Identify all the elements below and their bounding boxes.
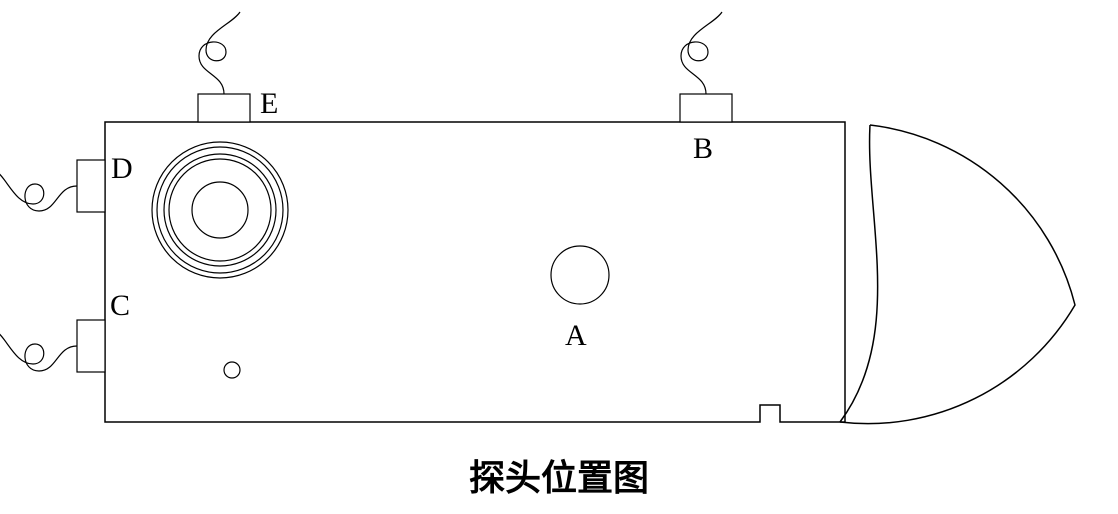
diagram-title: 探头位置图 <box>469 457 649 498</box>
ring-3 <box>169 159 271 261</box>
label-a: A <box>565 319 587 352</box>
label-e: E <box>260 87 278 120</box>
small-hole <box>224 362 240 378</box>
wire-c <box>0 330 77 371</box>
wire-e <box>199 12 240 94</box>
label-b: B <box>693 132 713 165</box>
ring-0 <box>152 142 288 278</box>
wire-d <box>0 170 77 211</box>
ring-2 <box>164 154 276 266</box>
label-c: C <box>110 289 130 322</box>
sensor-b <box>680 94 732 122</box>
sensor-c <box>77 320 105 372</box>
body-outline <box>105 122 845 422</box>
diagram-root: A B C D E 探头位置图 <box>0 12 1075 498</box>
fan-outer-arc <box>840 125 1075 424</box>
sensor-d <box>77 160 105 212</box>
ring-1 <box>157 147 283 273</box>
label-d: D <box>111 152 133 185</box>
sensor-e <box>198 94 250 122</box>
circle-a <box>551 246 609 304</box>
ring-inner <box>192 182 248 238</box>
wire-b <box>681 12 722 94</box>
